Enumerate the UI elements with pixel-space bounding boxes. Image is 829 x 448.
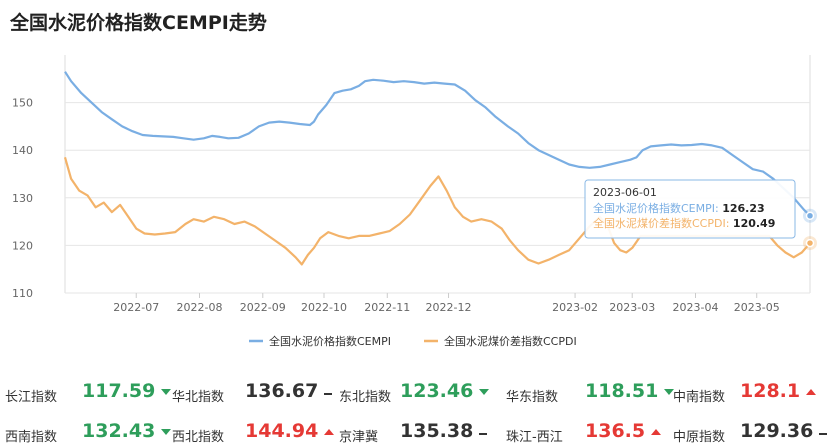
region-name: 华北指数: [172, 390, 225, 405]
region-name: 中原指数: [673, 430, 726, 445]
y-axis-ticks: 110 120 130 140 150: [12, 97, 33, 300]
chart-grid: [64, 55, 811, 294]
region-value: 117.59: [82, 380, 156, 402]
region-name: 西北指数: [172, 430, 225, 445]
series-marker-1: [805, 211, 815, 220]
region-index-item: 中原指数 129.36: [673, 418, 829, 448]
x-tick-label: 2023-03: [609, 301, 655, 314]
y-tick-label: 130: [12, 192, 33, 205]
region-index-item: 珠江-西江 136.5: [506, 418, 666, 448]
region-name: 中南指数: [673, 390, 726, 405]
trend-down-icon: [664, 389, 674, 395]
x-tick-label: 2022-07: [113, 301, 159, 314]
region-value: 136.67: [245, 380, 319, 402]
region-index-item: 西南指数 132.43: [5, 418, 171, 448]
region-value: 123.46: [400, 380, 474, 402]
trend-up-icon: [806, 389, 816, 395]
region-name: 西南指数: [5, 430, 58, 445]
trend-up-icon: [651, 429, 661, 435]
tooltip-item-2: 全国水泥煤价差指数CCPDI: 120.49: [593, 216, 775, 230]
legend-label-2: 全国水泥煤价差指数CCPDI: [444, 334, 577, 348]
region-value: 128.1: [740, 380, 801, 402]
trend-flat-icon: [479, 433, 487, 435]
x-tick-label: 2022-08: [177, 301, 223, 314]
region-index-item: 京津冀 135.38: [339, 418, 499, 448]
series-marker-2: [805, 238, 815, 248]
tooltip-item-1: 全国水泥价格指数CEMPI: 126.23: [593, 201, 765, 215]
x-tick-label: 2022-11: [364, 301, 410, 314]
page-title: 全国水泥价格指数CEMPI走势: [10, 12, 267, 34]
region-name: 长江指数: [5, 390, 58, 405]
y-tick-label: 110: [12, 287, 33, 300]
tooltip-date: 2023-06-01: [593, 186, 657, 199]
legend-label-1: 全国水泥价格指数CEMPI: [269, 334, 391, 348]
region-row-1: 长江指数 117.59 华北指数 136.67 东北指数 123.46 华东指数 118.51…: [0, 378, 829, 408]
region-name: 京津冀: [339, 430, 379, 445]
x-tick-label: 2022-12: [426, 301, 472, 314]
trend-flat-icon: [819, 433, 827, 435]
x-tick-label: 2023-05: [734, 301, 780, 314]
region-value: 118.51: [585, 380, 659, 402]
region-index-item: 长江指数 117.59: [5, 378, 171, 408]
trend-up-icon: [324, 429, 334, 435]
region-index-item: 华北指数 136.67: [172, 378, 332, 408]
region-value: 129.36: [740, 420, 814, 442]
y-tick-label: 120: [12, 239, 33, 252]
region-index-item: 东北指数 123.46: [339, 378, 499, 408]
trend-down-icon: [479, 389, 489, 395]
y-tick-label: 140: [12, 144, 33, 157]
region-row-2: 西南指数 132.43 西北指数 144.94 京津冀 135.38 珠江-西江 136.5 中…: [0, 418, 829, 448]
region-value: 135.38: [400, 420, 474, 442]
y-tick-label: 150: [12, 97, 33, 110]
x-tick-label: 2023-04: [673, 301, 719, 314]
x-tick-label: 2022-09: [240, 301, 286, 314]
chart-legend: 全国水泥价格指数CEMPI 全国水泥煤价差指数CCPDI: [249, 334, 577, 348]
region-index-item: 华东指数 118.51: [506, 378, 674, 408]
region-name: 珠江-西江: [506, 430, 563, 445]
region-value: 136.5: [585, 420, 646, 442]
region-name: 东北指数: [339, 390, 392, 405]
trend-down-icon: [161, 429, 171, 435]
region-value: 144.94: [245, 420, 319, 442]
chart-tooltip: 2023-06-01 全国水泥价格指数CEMPI: 126.23全国水泥煤价差指数…: [584, 179, 796, 239]
region-index-item: 中南指数 128.1: [673, 378, 829, 408]
region-name: 华东指数: [506, 390, 559, 405]
tooltip-box: [584, 179, 796, 239]
trend-flat-icon: [324, 393, 332, 395]
x-tick-label: 2023-02: [552, 301, 598, 314]
x-axis-ticks: 2022-07 2022-08 2022-09 2022-10 2022-11 2022-…: [113, 293, 780, 314]
region-value: 132.43: [82, 420, 156, 442]
trend-down-icon: [161, 389, 171, 395]
series-line-1: [64, 71, 811, 217]
region-index-item: 西北指数 144.94: [172, 418, 334, 448]
x-tick-label: 2022-10: [301, 301, 347, 314]
